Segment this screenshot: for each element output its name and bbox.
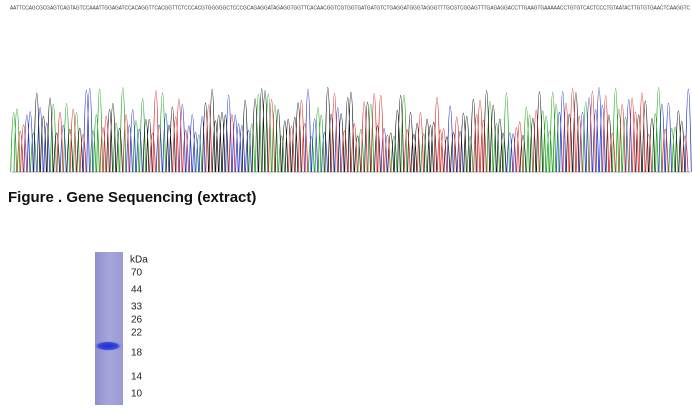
- gel-unit: kDa: [130, 255, 148, 266]
- marker-label: 10: [131, 389, 143, 400]
- marker-label: 26: [131, 315, 143, 326]
- marker-label: 70: [131, 268, 143, 279]
- marker-label: 22: [131, 328, 143, 339]
- trace-a: [10, 87, 679, 173]
- sequence-text: AATTCCAGCGCGAGTCAGTAGTCCAAATTGGAGATCCACA…: [10, 5, 690, 11]
- figure-caption: Figure . Gene Sequencing (extract): [8, 189, 256, 206]
- marker-label: 14: [131, 372, 143, 383]
- marker-label: 33: [131, 302, 143, 313]
- chromatogram: [10, 87, 692, 173]
- gel-band: [94, 341, 122, 351]
- marker-labels: 70 44 33 26 22 18 14 10: [131, 268, 143, 400]
- marker-label: 18: [131, 348, 143, 359]
- trace-c: [23, 87, 692, 173]
- trace-g: [33, 87, 686, 173]
- marker-label: 44: [131, 285, 143, 296]
- trace-t: [16, 88, 689, 173]
- gel-lane: [95, 252, 123, 405]
